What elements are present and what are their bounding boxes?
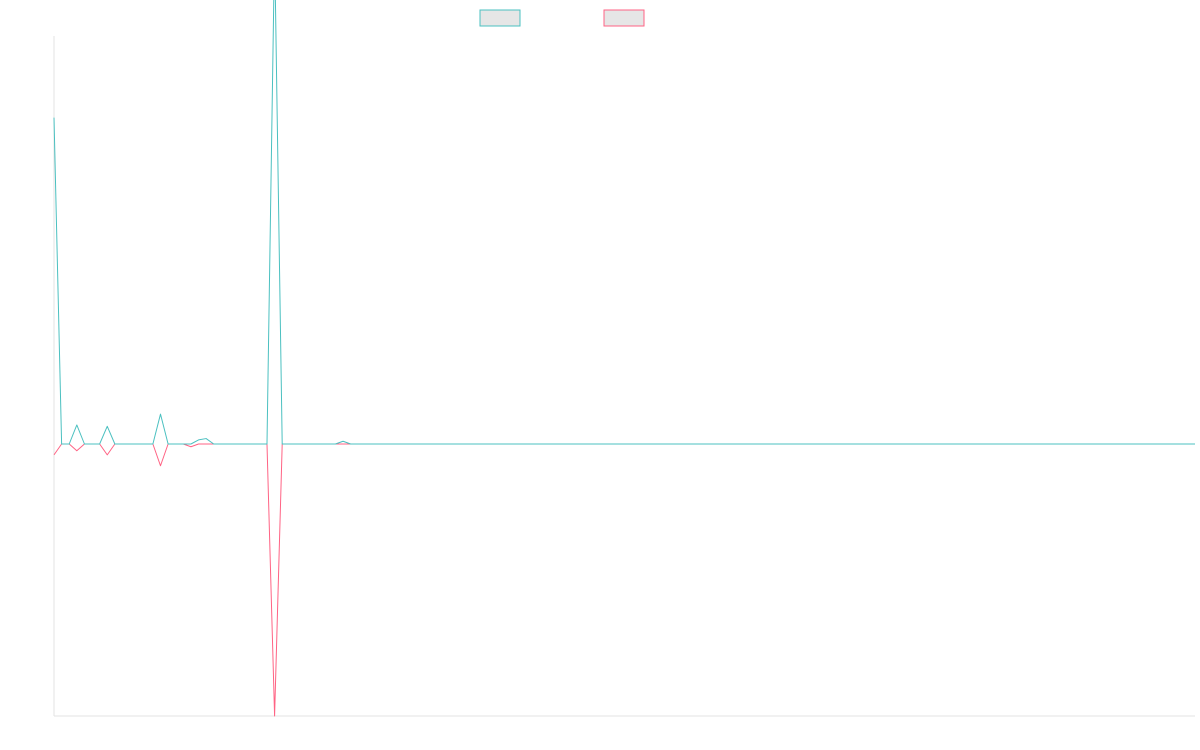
series-line-1: [53, 0, 1195, 445]
axes: [53, 36, 1195, 717]
legend: [479, 9, 645, 27]
legend-item-2[interactable]: [603, 9, 645, 27]
plot-area: [53, 0, 1195, 717]
legend-item-1[interactable]: [479, 9, 521, 27]
series-line-2: [53, 443, 1195, 717]
